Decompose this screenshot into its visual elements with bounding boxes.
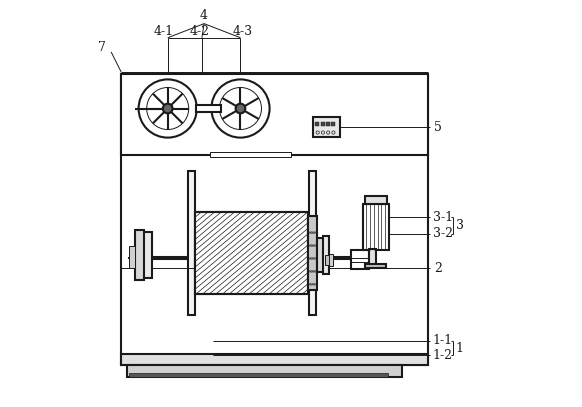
Bar (313, 117, 339, 137)
Bar (136, 230, 144, 280)
Text: 3: 3 (456, 219, 464, 232)
Bar (321, 122, 325, 126)
Bar (195, 212, 308, 294)
Circle shape (309, 271, 311, 272)
Bar (363, 204, 389, 250)
Text: 1: 1 (456, 341, 464, 354)
Text: 1-2: 1-2 (433, 348, 453, 361)
Circle shape (147, 88, 189, 129)
Text: 4-3: 4-3 (232, 25, 253, 38)
Bar (196, 105, 221, 112)
Bar (195, 212, 308, 294)
Circle shape (211, 79, 269, 138)
Circle shape (313, 284, 314, 285)
Circle shape (313, 232, 314, 233)
Circle shape (313, 271, 314, 272)
Bar (364, 196, 387, 204)
Circle shape (309, 232, 311, 233)
Circle shape (314, 284, 315, 285)
Bar (317, 238, 324, 272)
Circle shape (311, 258, 313, 259)
Bar (351, 249, 369, 269)
Circle shape (236, 104, 246, 114)
Bar (210, 152, 291, 157)
Circle shape (314, 232, 315, 233)
Bar (188, 171, 195, 315)
Circle shape (311, 284, 313, 285)
Circle shape (311, 232, 313, 233)
Text: 4-2: 4-2 (190, 25, 210, 38)
Bar (365, 264, 386, 268)
Circle shape (219, 88, 261, 129)
Circle shape (313, 245, 314, 246)
Bar (325, 255, 329, 265)
Circle shape (314, 258, 315, 259)
Bar (315, 122, 320, 126)
Bar (309, 171, 317, 315)
Text: 4-1: 4-1 (154, 25, 174, 38)
Bar (369, 249, 377, 266)
Text: 5: 5 (434, 120, 442, 133)
Bar (143, 232, 151, 278)
Bar (323, 236, 329, 274)
Circle shape (313, 258, 314, 259)
Bar (129, 373, 388, 376)
Circle shape (139, 79, 197, 138)
Text: 3-1: 3-1 (433, 211, 453, 224)
Text: 2: 2 (434, 262, 442, 275)
Bar (121, 74, 428, 365)
Text: 7: 7 (98, 42, 106, 55)
Bar (127, 365, 402, 376)
Circle shape (309, 258, 311, 259)
Text: 4: 4 (200, 9, 208, 22)
Bar (329, 254, 333, 266)
Circle shape (311, 245, 313, 246)
Text: 3-2: 3-2 (433, 227, 453, 240)
Circle shape (314, 271, 315, 272)
Circle shape (309, 284, 311, 285)
Circle shape (314, 245, 315, 246)
Bar (129, 246, 136, 268)
Text: 1-1: 1-1 (433, 335, 453, 348)
Circle shape (309, 245, 311, 246)
Bar (326, 122, 330, 126)
Bar (121, 74, 428, 155)
Bar (121, 354, 428, 365)
Circle shape (311, 271, 313, 272)
Bar (308, 216, 317, 291)
Bar (331, 122, 335, 126)
Circle shape (163, 104, 172, 114)
